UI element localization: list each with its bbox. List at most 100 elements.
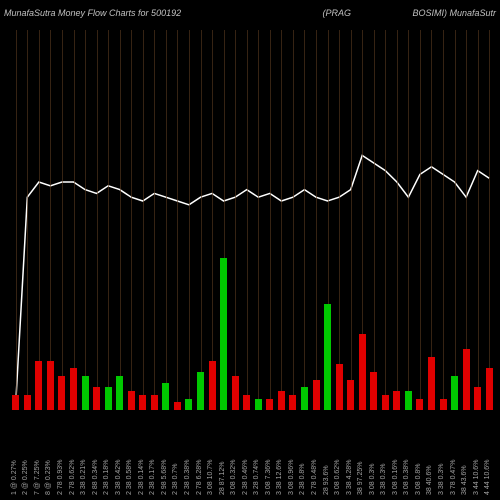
grid-line [270,30,271,410]
bar [266,399,273,410]
grid-line [304,30,305,410]
x-axis-label: 3 08 0.62% [334,415,341,495]
x-axis-label: 3 38 0.3% [380,415,387,495]
grid-line [281,30,282,410]
line-chart [10,30,495,410]
grid-line [420,30,421,410]
grid-line [74,30,75,410]
bar [128,391,135,410]
x-axis-label: 2 38 0.8% [299,415,306,495]
bar [428,357,435,410]
grid-line [258,30,259,410]
chart-header: MunafaSutra Money Flow Charts for 500192… [0,8,500,24]
bar [463,349,470,410]
x-axis-label: 3 38 0.42% [115,415,122,495]
grid-line [166,30,167,410]
grid-line [316,30,317,410]
grid-line [189,30,190,410]
bar [486,368,493,410]
bar [278,391,285,410]
x-axis-label: 3 38 4.28% [346,415,353,495]
bar [116,376,123,410]
bar [58,376,65,410]
x-axis-label: 3 08 0.16% [392,415,399,495]
bar [220,258,227,410]
x-axis-label: 1 @ 0.27% [11,415,18,495]
grid-line [39,30,40,410]
bar [324,304,331,410]
grid-line [455,30,456,410]
x-axis-labels: 1 @ 0.27% 2 @ 0.25% 7 @ 7.25% 8 @ 0.23% 2 78… [10,415,495,500]
x-axis-label: 2 @ 0.25% [22,415,29,495]
bar [393,391,400,410]
x-axis-label: 2 38 0.58% [126,415,133,495]
grid-line [201,30,202,410]
bar [162,383,169,410]
grid-line [397,30,398,410]
x-axis-label: 38 97.25% [357,415,364,495]
bar [405,391,412,410]
x-axis-label: 3 08 0.3% [369,415,376,495]
x-axis-label: 4 44 10.6% [484,415,491,495]
x-axis-label: 28 87.12% [219,415,226,495]
x-axis-label: 2 78 0.48% [311,415,318,495]
x-axis-label: 7 @ 7.25% [34,415,41,495]
x-axis-label: 3 28 0.74% [253,415,260,495]
bar [347,380,354,410]
bar [255,399,262,410]
grid-line [247,30,248,410]
grid-line [143,30,144,410]
x-axis-label: 3 08 0.96% [288,415,295,495]
bar [35,361,42,410]
x-axis-label: 3 08 7.36% [265,415,272,495]
bar [382,395,389,410]
bar [24,395,31,410]
grid-line [108,30,109,410]
bar [82,376,89,410]
bar [370,372,377,410]
x-axis-label: 2 78 6.28% [196,415,203,495]
grid-line [212,30,213,410]
bar [336,364,343,410]
header-center-text: (PRAG [323,8,352,24]
grid-line [443,30,444,410]
x-axis-label: 8 @ 0.23% [45,415,52,495]
bar [105,387,112,410]
x-axis-label: 2 38 0.46% [242,415,249,495]
grid-line [16,30,17,410]
bar [70,368,77,410]
grid-line [351,30,352,410]
grid-line [385,30,386,410]
x-axis-label: 2 38 0.17% [149,415,156,495]
grid-line [235,30,236,410]
grid-line [293,30,294,410]
x-axis-label: 2 38 0.38% [184,415,191,495]
bar [12,395,19,410]
x-axis-label: 2 78 0.93% [57,415,64,495]
grid-line [27,30,28,410]
bar [93,387,100,410]
x-axis-label: 3 38 0.3% [438,415,445,495]
bar [197,372,204,410]
grid-line [431,30,432,410]
x-axis-label: 38 40.6% [426,415,433,495]
bar [139,395,146,410]
header-right-text: BOSIMI) MunafaSutr [412,8,496,24]
x-axis-label: 3 08 10.7% [207,415,214,495]
bar [440,399,447,410]
x-axis-label: 3 78 0.47% [450,415,457,495]
chart-area [10,30,495,410]
grid-line [131,30,132,410]
x-axis-label: 3 08 0.32% [230,415,237,495]
bar [209,361,216,410]
x-axis-label: 2 98 5.68% [161,415,168,495]
bar [47,361,54,410]
x-axis-label: 28 93.6% [323,415,330,495]
price-line [16,155,489,402]
bar [301,387,308,410]
bar [451,376,458,410]
x-axis-label: 38 43.6% [461,415,468,495]
bar [232,376,239,410]
grid-line [478,30,479,410]
bar [185,399,192,410]
